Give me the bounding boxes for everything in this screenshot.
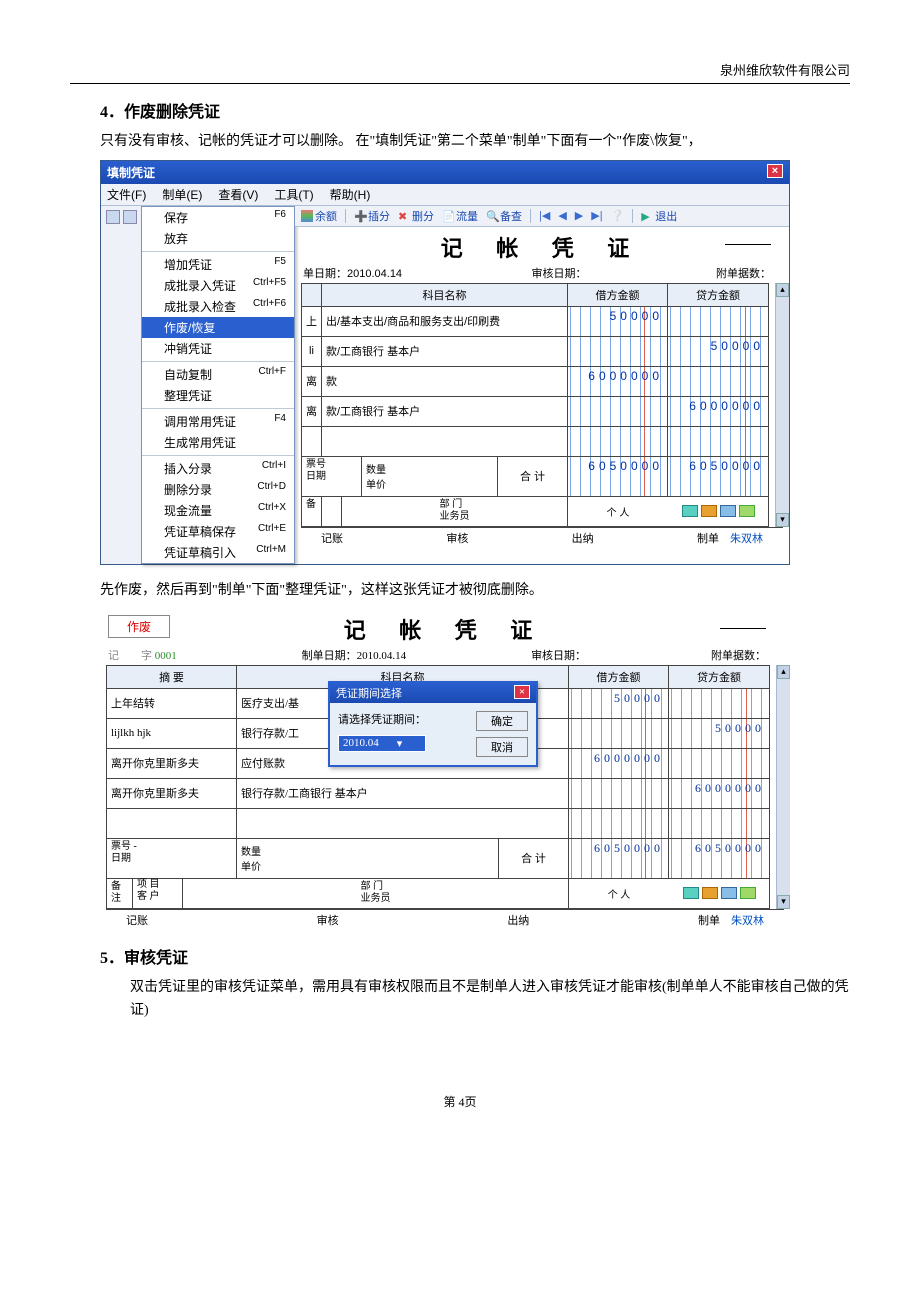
ok-button[interactable]: 确定: [476, 711, 528, 731]
status-row: 记账 审核 出纳 制单 朱双林: [106, 909, 784, 930]
next-icon[interactable]: ▶: [575, 209, 583, 222]
close-icon[interactable]: ×: [514, 685, 530, 699]
doc-title: 记 帐 凭 证: [295, 227, 789, 265]
menu-view[interactable]: 查看(V): [218, 186, 258, 203]
section4-text: 只有没有审核、记帐的凭证才可以删除。 在"填制凭证"第二个菜单"制单"下面有一个…: [100, 130, 850, 154]
page-footer: 第 4页: [70, 1093, 850, 1110]
menu-item[interactable]: 冲销凭证: [142, 338, 294, 359]
window-title: 填制凭证: [107, 164, 155, 181]
menu-item[interactable]: 自动复制Ctrl+F: [142, 364, 294, 385]
titlebar: 填制凭证 ×: [101, 161, 789, 184]
last-icon[interactable]: ▶|: [591, 209, 602, 222]
voucher-grid: 科目名称借方金额贷方金额上出/基本支出/商品和服务支出/印刷费50000li款/…: [301, 283, 769, 527]
menu-help[interactable]: 帮助(H): [330, 186, 371, 203]
menu-item[interactable]: 保存F6: [142, 207, 294, 228]
menu-item[interactable]: 凭证草稿保存Ctrl+E: [142, 521, 294, 542]
doc-title: 记 帐 凭 证: [100, 609, 790, 647]
menu-item[interactable]: 现金流量Ctrl+X: [142, 500, 294, 521]
help-icon[interactable]: ❔: [611, 209, 625, 222]
signature-line: [725, 231, 771, 245]
app-window-2: 作废 记 帐 凭 证 记 字 0001 制单日期：2010.04.14 审核日期…: [100, 609, 790, 930]
scroll-down-icon[interactable]: ▾: [777, 895, 790, 909]
period-dialog: 凭证期间选择 × 请选择凭证期间： 2010.04▾ 确定 取消: [328, 681, 538, 767]
info-row: 单日期：2010.04.14 审核日期： 附单据数：: [295, 265, 789, 283]
section4-title: 4．作废删除凭证: [100, 98, 850, 122]
cancel-button[interactable]: 取消: [476, 737, 528, 757]
menu-item[interactable]: 插入分录Ctrl+I: [142, 458, 294, 479]
flow-button[interactable]: 📄流量: [442, 208, 478, 224]
first-icon[interactable]: |◀: [539, 209, 550, 222]
menu-item[interactable]: 放弃: [142, 228, 294, 249]
menu-edit[interactable]: 制单(E): [162, 186, 202, 203]
balance-button[interactable]: 余额: [301, 208, 337, 224]
section5-text: 双击凭证里的审核凭证菜单，需用具有审核权限而且不是制单人进入审核凭证才能审核(制…: [130, 976, 850, 1024]
scrollbar[interactable]: ▴ ▾: [776, 665, 790, 909]
exit-button[interactable]: ▶退出: [641, 208, 677, 224]
company-header: 泉州维欣软件有限公司: [70, 60, 850, 84]
dialog-title: 凭证期间选择: [336, 685, 402, 701]
menu-item[interactable]: 生成常用凭证: [142, 432, 294, 453]
tool-icon[interactable]: [123, 210, 137, 224]
section5-title: 5．审核凭证: [100, 944, 850, 968]
toolbar: 余额 ➕插分 ✖删分 📄流量 🔍备查 |◀ ◀ ▶ ▶| ❔ ▶退出: [295, 206, 789, 227]
scroll-down-icon[interactable]: ▾: [776, 513, 789, 527]
left-toolbar: [101, 206, 143, 564]
menu-item[interactable]: 作废/恢复: [142, 317, 294, 338]
signature-line: [720, 615, 766, 629]
menubar: 文件(F) 制单(E) 查看(V) 工具(T) 帮助(H): [101, 184, 789, 206]
prev-icon[interactable]: ◀: [558, 209, 566, 222]
menu-tool[interactable]: 工具(T): [274, 186, 313, 203]
delete-button[interactable]: ✖删分: [398, 208, 434, 224]
tool-icon[interactable]: [106, 210, 120, 224]
menu-item[interactable]: 凭证草稿引入Ctrl+M: [142, 542, 294, 563]
menu-item[interactable]: 成批录入凭证Ctrl+F5: [142, 275, 294, 296]
scroll-up-icon[interactable]: ▴: [777, 665, 790, 679]
menu-item[interactable]: 增加凭证F5: [142, 254, 294, 275]
check-button[interactable]: 🔍备查: [486, 208, 522, 224]
close-icon[interactable]: ×: [767, 164, 783, 178]
menu-item[interactable]: 删除分录Ctrl+D: [142, 479, 294, 500]
menu-item[interactable]: 整理凭证: [142, 385, 294, 406]
dialog-label: 请选择凭证期间：: [338, 711, 426, 727]
status-row: 记账 审核 出纳 制单 朱双林: [301, 527, 783, 548]
insert-button[interactable]: ➕插分: [354, 208, 390, 224]
menu-file[interactable]: 文件(F): [107, 186, 146, 203]
section4-text2: 先作废，然后再到"制单"下面"整理凭证"，这样这张凭证才被彻底删除。: [100, 579, 850, 603]
chevron-down-icon[interactable]: ▾: [397, 737, 403, 750]
scroll-up-icon[interactable]: ▴: [776, 283, 789, 297]
period-combo[interactable]: 2010.04▾: [338, 735, 426, 752]
dropdown-menu: 保存F6放弃增加凭证F5成批录入凭证Ctrl+F5成批录入检查Ctrl+F6作废…: [141, 206, 295, 564]
menu-item[interactable]: 成批录入检查Ctrl+F6: [142, 296, 294, 317]
scrollbar[interactable]: ▴ ▾: [775, 283, 789, 527]
app-window-1: 填制凭证 × 文件(F) 制单(E) 查看(V) 工具(T) 帮助(H) 保存F…: [100, 160, 790, 565]
menu-item[interactable]: 调用常用凭证F4: [142, 411, 294, 432]
